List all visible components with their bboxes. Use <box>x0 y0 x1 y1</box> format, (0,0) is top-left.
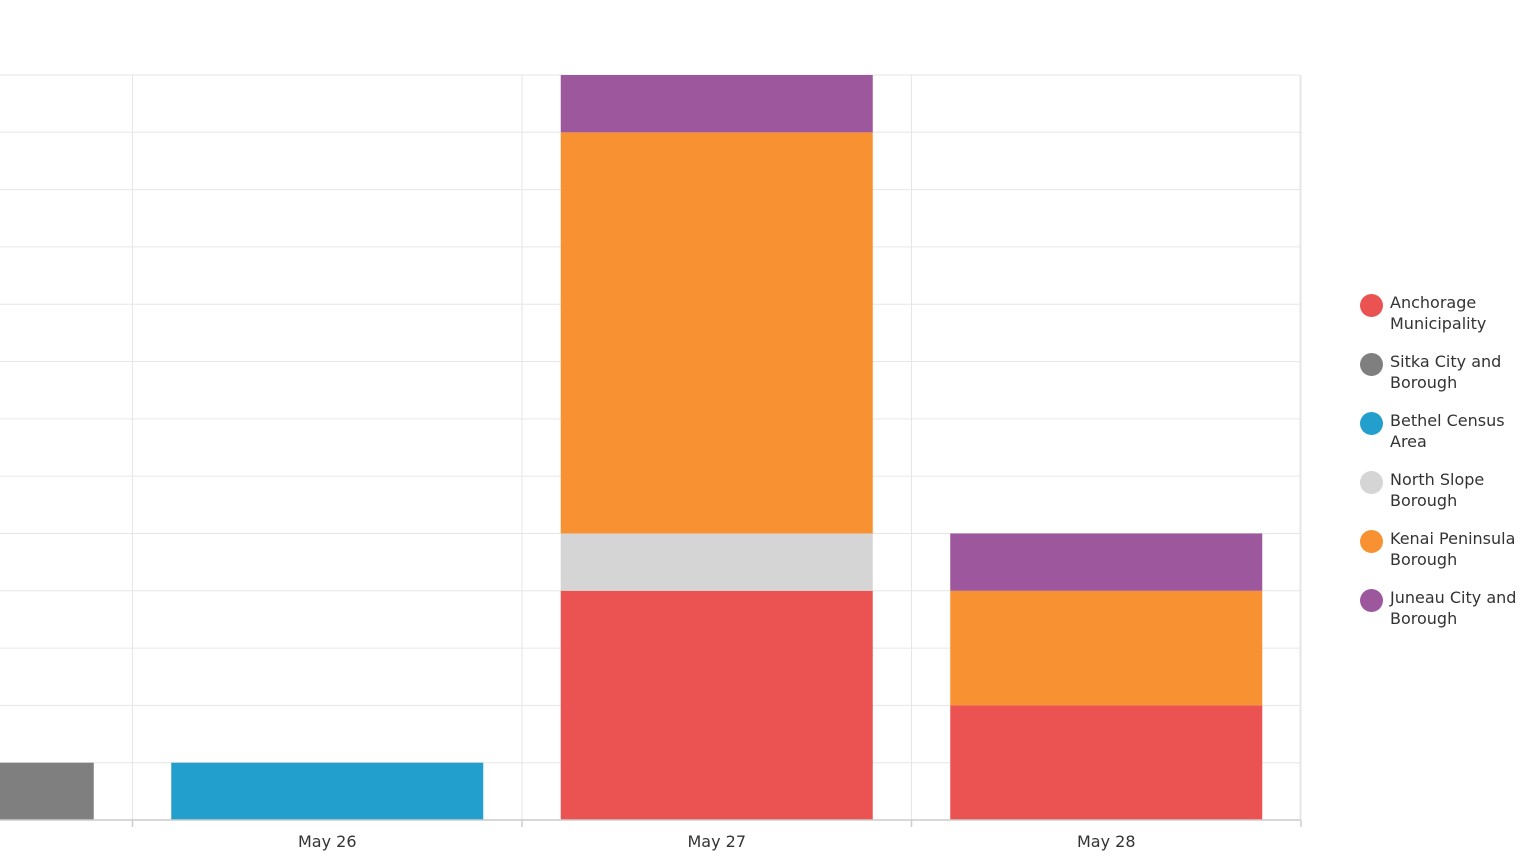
legend-swatch-north-slope <box>1360 471 1383 494</box>
bar-segment <box>560 533 873 591</box>
legend-swatch-anchorage <box>1360 294 1383 317</box>
x-tick-label: May 26 <box>298 832 357 851</box>
x-tick-label: May 27 <box>687 832 746 851</box>
bar-segment <box>560 75 873 133</box>
bar-segment <box>560 132 873 534</box>
legend-item-sitka[interactable]: Sitka City and Borough <box>1360 351 1530 393</box>
bar-segment <box>950 590 1263 706</box>
legend-label-juneau: Juneau City and Borough <box>1390 588 1517 628</box>
legend-label-bethel: Bethel Census Area <box>1390 411 1505 451</box>
legend-item-bethel[interactable]: Bethel Census Area <box>1360 410 1530 452</box>
legend-label-kenai: Kenai Peninsula Borough <box>1390 529 1516 569</box>
bar-segment <box>950 533 1263 591</box>
legend-swatch-sitka <box>1360 353 1383 376</box>
legend-label-sitka: Sitka City and Borough <box>1390 352 1502 392</box>
legend-label-anchorage: Anchorage Municipality <box>1390 293 1487 333</box>
bar-segment <box>171 762 484 820</box>
legend-item-north-slope[interactable]: North Slope Borough <box>1360 469 1530 511</box>
legend: Anchorage Municipality Sitka City and Bo… <box>1360 292 1530 646</box>
legend-item-kenai[interactable]: Kenai Peninsula Borough <box>1360 528 1530 570</box>
x-tick-label: May 28 <box>1077 832 1136 851</box>
bar-segment <box>560 590 873 820</box>
legend-item-anchorage[interactable]: Anchorage Municipality <box>1360 292 1530 334</box>
legend-label-north-slope: North Slope Borough <box>1390 470 1485 510</box>
legend-swatch-kenai <box>1360 530 1383 553</box>
legend-item-juneau[interactable]: Juneau City and Borough <box>1360 587 1530 629</box>
bar-segment <box>950 705 1263 820</box>
bar-segment <box>0 762 94 820</box>
legend-swatch-bethel <box>1360 412 1383 435</box>
legend-swatch-juneau <box>1360 589 1383 612</box>
